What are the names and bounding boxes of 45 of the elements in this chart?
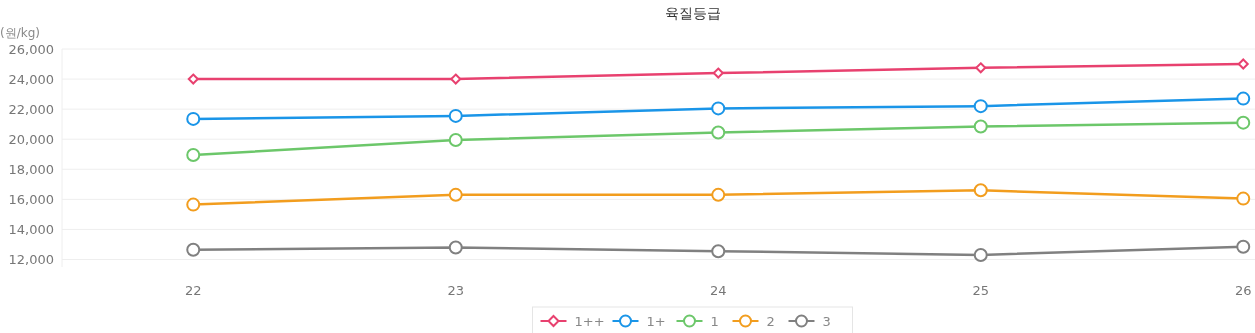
y-tick-label: 12,000	[8, 252, 54, 268]
x-tick-label: 26	[1234, 283, 1252, 298]
point	[973, 247, 988, 262]
point	[448, 132, 463, 147]
point	[975, 62, 987, 74]
point	[973, 119, 988, 134]
legend-label: 1++	[574, 313, 605, 329]
point	[186, 111, 201, 126]
point	[1236, 115, 1251, 130]
legend-label: 1	[710, 313, 719, 329]
point	[187, 73, 199, 85]
point	[973, 183, 988, 198]
point	[1237, 58, 1249, 70]
legend-label: 1+	[646, 313, 666, 329]
point	[711, 244, 726, 259]
point	[1236, 191, 1251, 206]
x-tick-label: 24	[709, 283, 727, 298]
y-tick-label: 20,000	[8, 131, 54, 147]
point	[448, 240, 463, 255]
point	[186, 147, 201, 162]
y-tick-label: 24,000	[8, 71, 54, 87]
x-tick-label: 22	[184, 283, 202, 298]
point	[711, 101, 726, 116]
point	[450, 73, 462, 85]
point	[711, 125, 726, 140]
point	[1236, 91, 1251, 106]
y-tick-label: 14,000	[8, 221, 54, 237]
y-tick-label: 18,000	[8, 161, 54, 177]
point	[973, 99, 988, 114]
legend-label: 3	[822, 313, 831, 329]
point	[712, 67, 724, 79]
point	[448, 187, 463, 202]
legend-label: 2	[766, 313, 775, 329]
y-tick-label: 16,000	[8, 191, 54, 207]
y-tick-label: 26,000	[8, 41, 54, 57]
point	[448, 108, 463, 123]
x-tick-label: 25	[972, 283, 990, 298]
chart-title: 육질등급	[664, 5, 721, 21]
y-axis-title: (원/kg)	[0, 26, 40, 40]
y-tick-label: 22,000	[8, 101, 54, 117]
point	[1236, 239, 1251, 254]
x-tick-label: 23	[447, 283, 465, 298]
point	[186, 242, 201, 257]
point	[186, 197, 201, 212]
point	[711, 187, 726, 202]
